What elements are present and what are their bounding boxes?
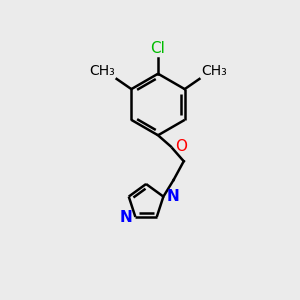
Text: N: N bbox=[119, 210, 132, 225]
Text: Cl: Cl bbox=[151, 40, 166, 56]
Text: O: O bbox=[175, 139, 187, 154]
Text: CH₃: CH₃ bbox=[201, 64, 227, 78]
Text: CH₃: CH₃ bbox=[89, 64, 115, 78]
Text: N: N bbox=[167, 188, 180, 203]
